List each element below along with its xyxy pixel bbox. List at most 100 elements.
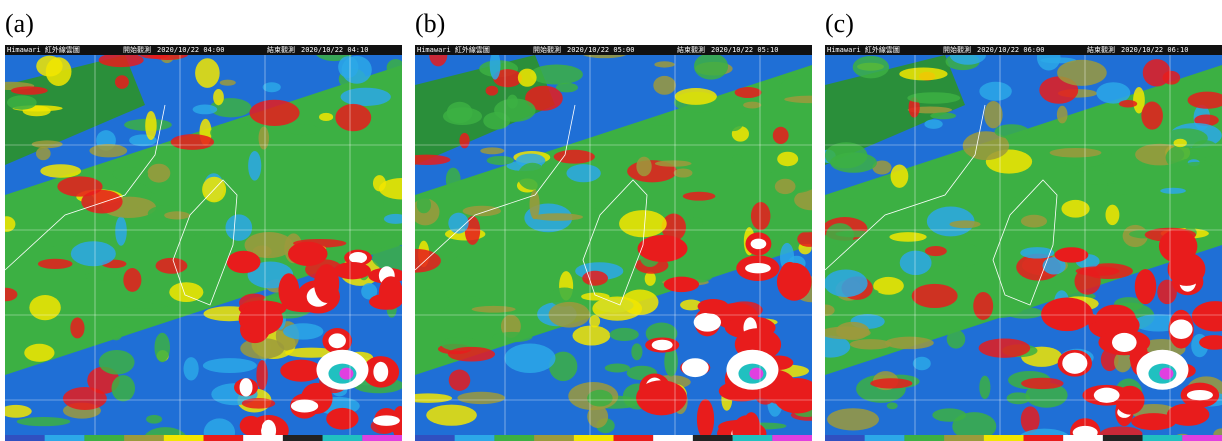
cloud: [1021, 378, 1063, 389]
cloud: [694, 53, 728, 80]
cloud: [751, 202, 770, 230]
cloud: [932, 408, 966, 421]
cloud: [1105, 205, 1119, 226]
storm-core: [373, 362, 388, 382]
color-scale: [1143, 435, 1183, 441]
imagery: [0, 37, 424, 441]
cloud: [979, 82, 1011, 101]
storm: [636, 380, 687, 415]
cloud: [319, 113, 333, 121]
cloud: [486, 86, 499, 96]
storm-core: [749, 368, 763, 380]
storm-core: [1159, 368, 1173, 380]
cloud: [24, 344, 54, 362]
cloud: [1020, 247, 1054, 258]
cloud: [1057, 106, 1068, 124]
cloud: [636, 157, 651, 177]
cloud: [973, 292, 993, 320]
header-product: Himawari 紅外線雲圖: [417, 45, 490, 54]
storm-core: [652, 340, 673, 351]
cloud: [850, 339, 892, 349]
figure: (a)Himawari 紅外線雲圖開始觀測2020/10/22 04:00結束觀…: [0, 0, 1222, 441]
storm: [1054, 247, 1088, 262]
color-scale: [772, 435, 812, 441]
cloud: [63, 387, 107, 410]
cloud: [463, 206, 502, 216]
page: (a)Himawari 紅外線雲圖開始觀測2020/10/22 04:00結束觀…: [0, 0, 1222, 441]
cloud: [40, 164, 81, 177]
cloud: [404, 393, 452, 402]
cloud: [36, 56, 62, 77]
cloud: [619, 210, 667, 237]
cloud: [448, 347, 495, 362]
cloud: [195, 58, 220, 88]
cloud: [566, 164, 600, 182]
color-scale: [865, 435, 905, 441]
color-scale: [944, 435, 984, 441]
cloud: [203, 358, 257, 373]
cloud: [891, 164, 909, 187]
storm: [280, 360, 322, 382]
cloud: [492, 332, 532, 342]
cloud: [1072, 170, 1118, 184]
cloud: [249, 100, 299, 126]
cloud: [1105, 183, 1133, 195]
storm: [1167, 403, 1210, 425]
cloud: [283, 323, 323, 339]
cloud: [1160, 188, 1186, 194]
cloud: [1050, 148, 1102, 158]
color-scale: [283, 435, 323, 441]
cloud: [1173, 162, 1219, 191]
cloud: [853, 56, 889, 78]
storm-core: [1094, 388, 1120, 403]
cloud: [57, 176, 102, 196]
color-scale: [5, 435, 45, 441]
storm-core: [328, 333, 345, 348]
cloud: [115, 75, 129, 89]
panel-label: (c): [825, 9, 854, 38]
color-scale: [455, 435, 495, 441]
color-scale: [653, 435, 693, 441]
header-start-time: 2020/10/22 04:00: [157, 46, 224, 54]
cloud: [248, 151, 261, 181]
cloud: [504, 344, 555, 373]
header-end-time: 2020/10/22 04:10: [301, 46, 368, 54]
cloud: [263, 82, 281, 92]
imagery: [811, 44, 1222, 441]
cloud: [777, 152, 798, 167]
storm-core: [291, 400, 318, 413]
color-scale: [204, 435, 244, 441]
cloud: [887, 402, 898, 409]
cloud: [836, 322, 869, 340]
cloud: [426, 405, 477, 426]
cloud: [213, 89, 224, 105]
color-scale: [362, 435, 402, 441]
cloud: [457, 392, 505, 404]
cloud: [32, 140, 63, 148]
cloud: [70, 317, 84, 338]
cloud: [0, 405, 32, 418]
color-scale: [693, 435, 733, 441]
cloud: [193, 105, 218, 115]
color-scale: [574, 435, 614, 441]
header-end-time: 2020/10/22 05:10: [711, 46, 778, 54]
storm-core: [240, 378, 253, 396]
cloud: [164, 211, 190, 219]
cloud: [110, 327, 122, 341]
cloud: [487, 156, 514, 165]
storm: [1168, 252, 1206, 286]
cloud: [447, 102, 473, 123]
cloud: [827, 408, 879, 430]
storm: [326, 408, 358, 430]
storm: [1135, 269, 1157, 304]
header-product: Himawari 紅外線雲圖: [827, 45, 900, 54]
cloud: [900, 251, 932, 275]
cloud: [743, 102, 761, 109]
cloud: [256, 360, 267, 390]
cloud: [582, 271, 608, 286]
storm: [638, 235, 688, 262]
storm: [698, 299, 729, 314]
cloud: [925, 246, 947, 256]
storm-core: [349, 252, 367, 263]
